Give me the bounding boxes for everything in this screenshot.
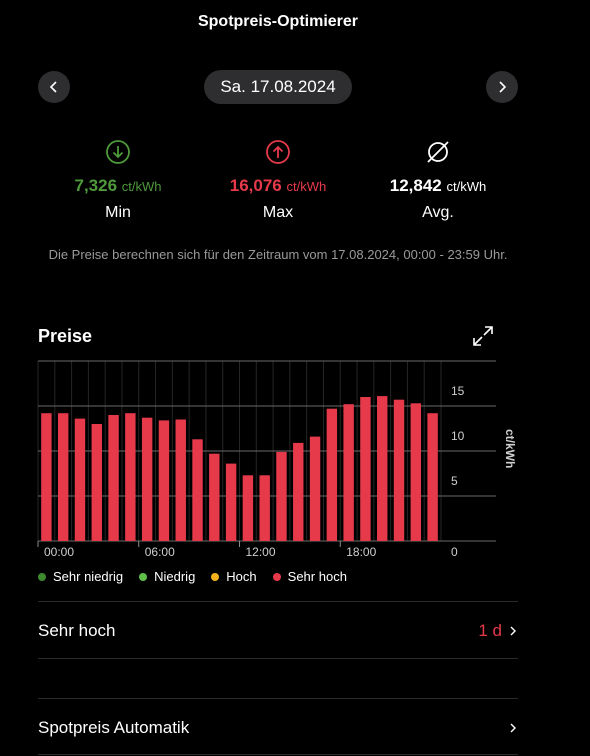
price-bar bbox=[259, 475, 270, 541]
price-bar bbox=[326, 408, 338, 541]
min-price-stat: 7,326 ct/kWh Min bbox=[43, 138, 193, 222]
price-bar bbox=[360, 397, 371, 541]
min-price-label: Min bbox=[105, 204, 131, 221]
row-spotpreis-automatik[interactable]: Spotpreis Automatik bbox=[38, 715, 518, 741]
x-tick-label: 12:00 bbox=[246, 545, 276, 559]
price-bar bbox=[242, 475, 254, 541]
x-tick-label: 18:00 bbox=[346, 545, 376, 559]
y-tick-label: 15 bbox=[451, 384, 465, 398]
price-bar bbox=[175, 419, 186, 541]
price-bar bbox=[125, 413, 136, 541]
price-bar bbox=[225, 463, 237, 541]
price-bar bbox=[57, 413, 69, 541]
max-price-label: Max bbox=[262, 204, 294, 221]
y-axis-label: ct/kWh bbox=[503, 429, 517, 468]
divider bbox=[38, 698, 518, 699]
y-tick-label: 5 bbox=[451, 474, 458, 488]
max-price-stat: 16,076 ct/kWh Max bbox=[203, 138, 353, 222]
legend-dot bbox=[211, 572, 220, 581]
chevron-right-icon bbox=[510, 626, 516, 636]
row-automatik-label: Spotpreis Automatik bbox=[38, 718, 190, 737]
x-tick-label: 06:00 bbox=[145, 545, 175, 559]
avg-price-value: 12,842 ct/kWh bbox=[389, 176, 487, 195]
y-tick-label: 10 bbox=[451, 429, 465, 443]
price-bar bbox=[377, 396, 388, 541]
legend-label: Hoch bbox=[226, 569, 257, 584]
legend-dot bbox=[38, 572, 46, 581]
row-sehr-hoch-value: 1 d bbox=[478, 621, 502, 640]
divider bbox=[38, 658, 518, 659]
row-sehr-hoch[interactable]: Sehr hoch 1 d bbox=[38, 618, 518, 644]
price-bar bbox=[192, 439, 203, 541]
chart-title: Preise bbox=[38, 326, 93, 346]
arrow-down-circle-icon bbox=[106, 140, 130, 164]
arrow-up-circle-icon bbox=[266, 140, 290, 164]
chevron-right-icon bbox=[499, 81, 507, 93]
price-bar bbox=[141, 417, 153, 541]
price-bar bbox=[410, 403, 422, 541]
legend-item: Sehr hoch bbox=[272, 569, 347, 584]
price-bar bbox=[158, 420, 170, 541]
price-bar bbox=[41, 413, 52, 541]
price-bar bbox=[74, 418, 86, 541]
expand-icon[interactable] bbox=[472, 325, 494, 347]
price-bar bbox=[108, 415, 119, 541]
legend-dot bbox=[272, 572, 281, 581]
avg-price-stat: 12,842 ct/kWh Avg. bbox=[363, 138, 513, 222]
x-tick-label: 00:00 bbox=[44, 545, 74, 559]
y-tick-label: 0 bbox=[451, 545, 458, 559]
price-bar bbox=[91, 424, 102, 541]
price-bar bbox=[427, 413, 438, 541]
chevron-right-icon bbox=[510, 723, 516, 733]
previous-day-button[interactable] bbox=[38, 71, 70, 103]
legend-item: Hoch bbox=[211, 569, 257, 584]
divider bbox=[38, 754, 518, 755]
date-selector[interactable]: Sa. 17.08.2024 bbox=[204, 70, 352, 104]
page-title: Spotpreis-Optimierer bbox=[197, 13, 359, 30]
min-price-value: 7,326 ct/kWh bbox=[74, 176, 162, 195]
price-bar bbox=[276, 451, 287, 541]
chevron-left-icon bbox=[49, 81, 57, 93]
period-info-text: Die Preise berechnen sich für den Zeitra… bbox=[48, 247, 508, 262]
avg-price-label: Avg. bbox=[422, 204, 454, 221]
chart-legend: Sehr niedrig Niedrig Hoch Sehr hoch bbox=[38, 569, 347, 584]
price-bar bbox=[393, 399, 405, 541]
legend-label: Sehr hoch bbox=[287, 569, 347, 584]
price-bar bbox=[309, 436, 321, 541]
legend-label: Sehr niedrig bbox=[53, 569, 124, 584]
divider bbox=[38, 601, 518, 602]
price-bar bbox=[209, 453, 220, 541]
price-bar bbox=[293, 442, 304, 541]
price-bar bbox=[343, 404, 354, 541]
legend-label: Niedrig bbox=[154, 569, 196, 584]
max-price-value: 16,076 ct/kWh bbox=[229, 176, 327, 195]
next-day-button[interactable] bbox=[486, 71, 518, 103]
legend-item: Niedrig bbox=[139, 569, 195, 584]
legend-item: Sehr niedrig bbox=[38, 569, 123, 584]
row-sehr-hoch-label: Sehr hoch bbox=[38, 621, 116, 640]
legend-dot bbox=[139, 572, 148, 581]
average-icon bbox=[427, 141, 449, 163]
